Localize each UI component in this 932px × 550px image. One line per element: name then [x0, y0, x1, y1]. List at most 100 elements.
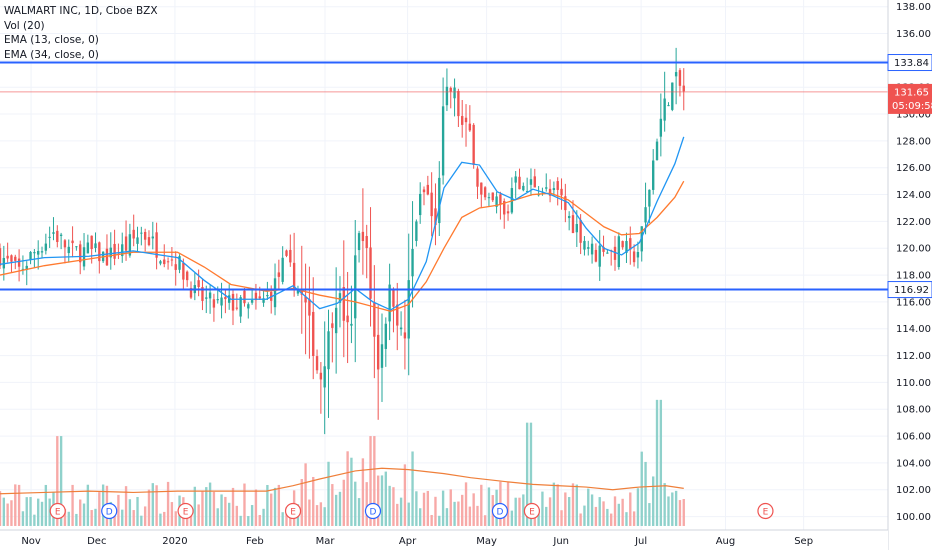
candle-body	[552, 188, 556, 191]
volume-bar	[571, 483, 575, 526]
time-tick-label: May	[476, 536, 497, 547]
event-marker-circle	[523, 502, 541, 520]
volume-bar	[537, 508, 540, 526]
candle-body	[79, 244, 82, 263]
volume-bar	[338, 491, 342, 526]
volume-bar	[327, 461, 330, 526]
volume-bar	[205, 487, 208, 526]
time-tick-label: Apr	[399, 536, 417, 547]
volume-bar	[464, 482, 468, 526]
volume-bar	[533, 512, 536, 526]
candle-body	[25, 265, 28, 271]
volume-bar	[564, 492, 567, 526]
candle-body	[419, 193, 422, 216]
time-tick-label: Jun	[552, 536, 569, 547]
candle-body	[525, 191, 529, 193]
horizontal-lines[interactable]	[0, 61, 888, 291]
price-tick-label: 116.00	[896, 297, 931, 308]
volume-bar	[59, 436, 63, 526]
candle-body	[506, 211, 510, 214]
candle-body	[629, 238, 632, 250]
candle-body	[671, 82, 674, 110]
volume-bar	[545, 506, 548, 526]
candle-body	[453, 87, 456, 99]
volume-bar	[583, 505, 586, 526]
candle-body	[228, 295, 231, 303]
volume-bar	[556, 484, 559, 526]
candle-body	[59, 234, 63, 236]
volume-bar	[453, 501, 456, 526]
volume-bar	[384, 471, 387, 526]
price-tick-label: 100.00	[896, 512, 931, 523]
candle-body	[556, 181, 559, 190]
candle-body	[350, 323, 353, 326]
volume-bar	[151, 483, 154, 526]
volume-bar	[67, 511, 70, 526]
volume-bar	[644, 461, 647, 526]
price-tick-label: 118.00	[896, 271, 931, 282]
volume-bar	[640, 451, 643, 526]
volume-bar	[483, 515, 487, 526]
volume-bar	[86, 484, 90, 526]
volume-bar	[281, 512, 284, 526]
candle-body	[361, 231, 365, 242]
volume-bar	[525, 422, 529, 526]
legend-vol[interactable]: Vol (20)	[4, 19, 45, 32]
volume-bar	[147, 489, 151, 526]
price-axis[interactable]: 100.00 102.00 104.00 106.00 108.00 110.00 112.…	[887, 0, 932, 550]
candle-body	[396, 304, 399, 326]
legend-symbol[interactable]: WALMART INC, 1D, Cboe BZX	[4, 5, 158, 17]
volume-bar	[602, 501, 605, 526]
candle-body	[231, 293, 235, 311]
time-axis[interactable]: Nov Dec 2020 Feb Mar Apr May Jun Jul Aug Sep	[0, 529, 888, 550]
volume-bar	[369, 436, 372, 526]
legend-ema34[interactable]: EMA (34, close, 0)	[4, 48, 99, 61]
volume-bar	[121, 509, 124, 526]
volume-bar	[132, 510, 135, 526]
candle-body	[464, 117, 468, 123]
volume-bar	[10, 500, 13, 526]
candle-body	[369, 247, 372, 299]
candle-body	[457, 90, 460, 117]
volume-bar	[101, 484, 105, 526]
volume-bar	[419, 508, 422, 526]
volume-bar	[579, 513, 582, 526]
volume-bar	[228, 502, 231, 526]
event-marker-circle	[101, 502, 118, 520]
volume-bar	[575, 484, 578, 526]
price-tick-label: 124.00	[896, 190, 931, 201]
candle-body	[254, 292, 258, 301]
volume-bar	[625, 512, 628, 526]
candle-body	[476, 168, 479, 187]
candle-body	[422, 189, 426, 193]
volume-bar	[441, 490, 445, 526]
price-tick-label: 120.00	[896, 244, 931, 255]
volume-bar	[75, 513, 78, 526]
price-tick-label: 104.00	[896, 458, 931, 469]
candle-body	[487, 197, 491, 199]
candle-body	[587, 247, 590, 249]
candle-body	[86, 242, 90, 254]
legend-ema13[interactable]: EMA (13, close, 0)	[4, 34, 99, 46]
candle-body	[239, 297, 242, 317]
volume-bar	[655, 399, 659, 526]
candle-body	[617, 236, 621, 268]
volume-bar	[21, 511, 25, 526]
line-price-tag	[887, 281, 932, 299]
volume-bar	[235, 505, 239, 526]
candle-body	[373, 302, 376, 337]
volume-bar	[136, 496, 139, 526]
candle-body	[247, 304, 250, 309]
candle-body	[105, 248, 109, 266]
volume-bar	[552, 482, 556, 526]
last-price-tag-label: 131.65	[894, 87, 929, 98]
event-marker-label: E	[529, 508, 535, 518]
volume-bar	[2, 497, 6, 526]
volume-bar	[33, 514, 36, 526]
ema-lines	[0, 136, 685, 312]
volume-bar	[170, 502, 174, 526]
candle-body	[71, 240, 74, 244]
candle-body	[243, 290, 246, 304]
